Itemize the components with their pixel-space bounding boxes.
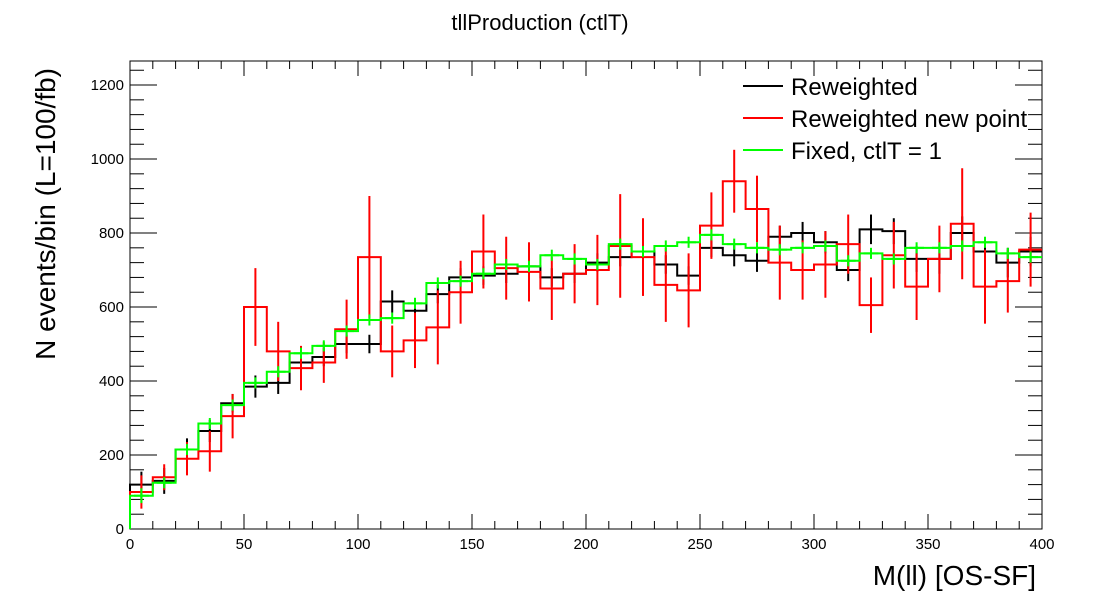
y-tick-label: 600 — [99, 299, 124, 316]
chart-title: tllProduction (ctlT) — [451, 10, 628, 35]
legend: Reweighted Reweighted new point Fixed, ctl… — [743, 74, 1027, 165]
series-2 — [129, 229, 1042, 529]
x-tick-label: 250 — [687, 536, 712, 553]
legend-entry: Reweighted — [791, 74, 918, 101]
x-tick-label: 150 — [459, 536, 484, 553]
x-axis: 0 50 100 150 200 250 300 350 400 — [126, 61, 1055, 553]
x-tick-label: 400 — [1029, 536, 1054, 553]
plot-area — [129, 149, 1042, 529]
x-tick-label: 350 — [915, 536, 940, 553]
x-tick-label: 0 — [126, 536, 134, 553]
y-tick-label: 1200 — [91, 77, 124, 94]
legend-entry: Fixed, ctlT = 1 — [791, 138, 942, 165]
y-tick-label: 800 — [99, 225, 124, 242]
series-1 — [129, 149, 1042, 529]
y-tick-label: 1000 — [91, 151, 124, 168]
legend-entry: Reweighted new point — [791, 106, 1027, 133]
y-axis: 0 200 400 600 800 1000 1200 — [91, 69, 1042, 538]
series-step-line — [129, 180, 1042, 529]
y-tick-label: 200 — [99, 447, 124, 464]
y-tick-label: 400 — [99, 373, 124, 390]
x-tick-label: 200 — [573, 536, 598, 553]
x-tick-label: 100 — [345, 536, 370, 553]
x-tick-label: 50 — [236, 536, 253, 553]
y-axis-label: N events/bin (L=100/fb) — [30, 68, 61, 360]
x-tick-label: 300 — [801, 536, 826, 553]
y-tick-label: 0 — [116, 521, 124, 538]
x-axis-label: M(ll) [OS-SF] — [873, 560, 1036, 591]
